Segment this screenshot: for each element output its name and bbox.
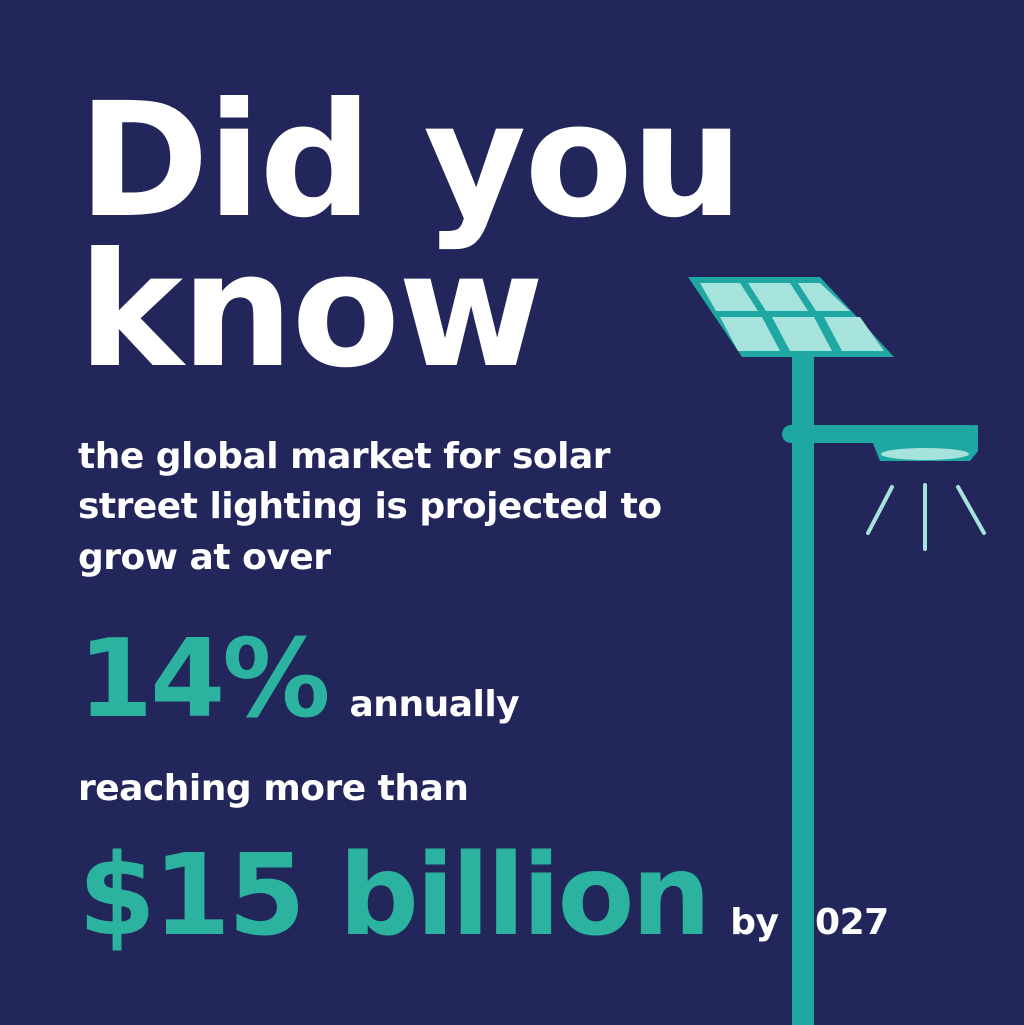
lamp-pole [792,357,814,1025]
solar-panel [688,277,894,357]
lamp-bulb [881,448,969,460]
headline-line-1: Did you [78,69,743,253]
growth-percent: 14% [78,617,331,742]
growth-stat: 14% annually [78,617,520,742]
market-stat: $15 billion by 2027 [78,840,889,952]
headline-line-2: know [78,219,544,403]
intro-text: the global market for solar street light… [78,436,662,578]
light-rays [866,483,986,551]
growth-suffix: annually [349,684,520,725]
reaching-text: reaching more than [78,768,469,809]
solar-street-lamp-icon [688,277,986,1025]
market-value: $15 billion [78,831,711,961]
